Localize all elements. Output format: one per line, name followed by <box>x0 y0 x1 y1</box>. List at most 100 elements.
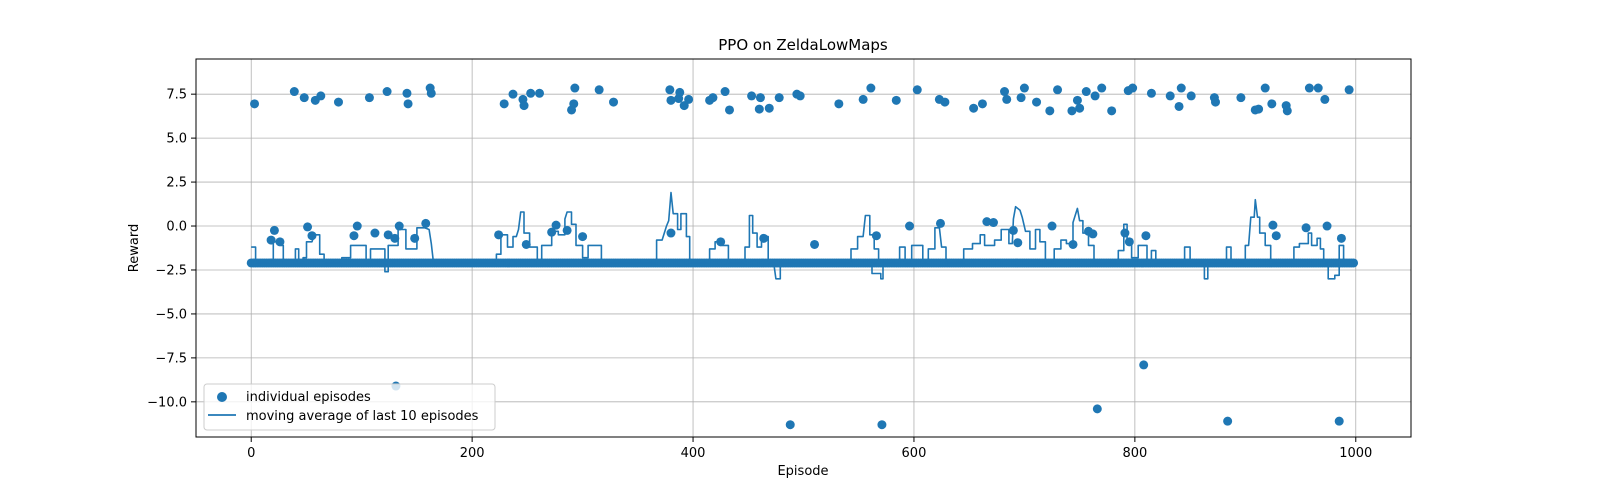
episode-point <box>665 85 675 95</box>
episode-point <box>764 103 774 113</box>
episode-point <box>364 93 374 103</box>
episode-point <box>1032 97 1042 107</box>
episode-point <box>578 232 588 242</box>
x-axis-label: Episode <box>777 464 828 479</box>
episode-point <box>977 99 987 109</box>
episode-point <box>394 221 404 231</box>
episode-point <box>508 89 518 99</box>
episode-point <box>1072 95 1082 105</box>
episode-point <box>666 95 676 105</box>
x-tick-label: 1000 <box>1339 446 1372 461</box>
episode-point <box>1045 106 1055 116</box>
episode-point <box>834 99 844 109</box>
episode-point <box>982 217 992 227</box>
chart-title: PPO on ZeldaLowMaps <box>718 36 888 54</box>
episode-point <box>724 105 734 115</box>
episode-point <box>594 85 604 95</box>
episode-point <box>569 99 579 109</box>
episode-point <box>410 233 420 243</box>
episode-point <box>1088 229 1098 239</box>
episode-point <box>1349 258 1359 268</box>
episode-point <box>1128 83 1138 93</box>
episode-point <box>755 93 765 103</box>
episode-point <box>940 97 950 107</box>
moving-average-line <box>251 191 1355 280</box>
episode-point <box>1013 238 1023 248</box>
episode-point <box>1067 106 1077 116</box>
episode-point <box>785 420 795 430</box>
episode-point <box>275 237 285 247</box>
episode-point <box>759 233 769 243</box>
episode-point <box>774 93 784 103</box>
episode-point <box>684 94 694 104</box>
y-tick-label: 0.0 <box>166 220 187 235</box>
x-tick-label: 200 <box>460 446 485 461</box>
episode-point <box>1334 416 1344 426</box>
episode-point <box>526 88 536 98</box>
x-tick-label: 0 <box>247 446 255 461</box>
episode-point <box>1254 104 1264 114</box>
legend-box <box>203 383 496 431</box>
y-tick-label: 5.0 <box>166 132 187 147</box>
legend-label-moving-average: moving average of last 10 episodes <box>246 409 479 424</box>
episode-point <box>269 225 279 235</box>
episode-point <box>1174 101 1184 111</box>
episode-point <box>1223 416 1233 426</box>
episode-point <box>250 99 260 109</box>
episode-point <box>1047 221 1057 231</box>
episode-point <box>266 235 276 245</box>
grid-layer <box>196 59 1411 437</box>
episode-point <box>1097 83 1107 93</box>
episode-point <box>316 91 326 101</box>
episode-point <box>912 85 922 95</box>
y-tick-label: −5.0 <box>155 307 187 322</box>
axes-layer: 0 200 400 600 800 1000 −10.0 −7.5 −5.0 −2.5 0.0 2.5… <box>147 58 1412 461</box>
episode-point <box>1301 223 1311 233</box>
legend: individual episodes moving average of la… <box>203 383 496 431</box>
episode-point <box>1090 91 1100 101</box>
episode-point <box>1268 220 1278 230</box>
episode-point <box>333 97 343 107</box>
episode-point <box>1267 99 1277 109</box>
episode-point <box>708 93 718 103</box>
episode-point <box>1053 85 1063 95</box>
episode-point <box>871 231 881 241</box>
episode-point <box>570 83 580 93</box>
episode-point <box>299 93 309 103</box>
episode-point <box>1304 83 1314 93</box>
episode-point <box>891 95 901 105</box>
episode-point <box>1019 83 1029 93</box>
episode-point <box>383 230 393 240</box>
episode-point <box>1081 87 1091 97</box>
episode-point <box>1002 94 1012 104</box>
episode-point <box>866 83 876 93</box>
episode-point <box>1120 228 1130 238</box>
episode-point <box>402 88 412 98</box>
episode-point <box>1146 88 1156 98</box>
episode-point <box>666 228 676 238</box>
episode-point <box>519 101 529 111</box>
episode-point <box>1210 97 1220 107</box>
episode-point <box>720 87 730 97</box>
y-tick-label: 7.5 <box>166 88 187 103</box>
episode-point <box>988 218 998 228</box>
x-tick-label: 600 <box>902 446 927 461</box>
episode-point <box>289 87 299 97</box>
episode-point <box>562 225 572 235</box>
x-tick-label: 400 <box>681 446 706 461</box>
episode-point <box>370 228 380 238</box>
episode-point <box>1016 93 1026 103</box>
episode-point <box>795 91 805 101</box>
x-tick-label: 800 <box>1122 446 1147 461</box>
episode-point <box>1313 83 1323 93</box>
episode-point <box>499 99 509 109</box>
episode-point <box>307 231 317 241</box>
episode-point <box>421 218 431 228</box>
episode-point <box>1165 91 1175 101</box>
episode-point <box>1075 103 1085 113</box>
episode-point <box>426 88 436 98</box>
episode-point <box>390 233 400 243</box>
y-tick-label: −2.5 <box>155 263 187 278</box>
